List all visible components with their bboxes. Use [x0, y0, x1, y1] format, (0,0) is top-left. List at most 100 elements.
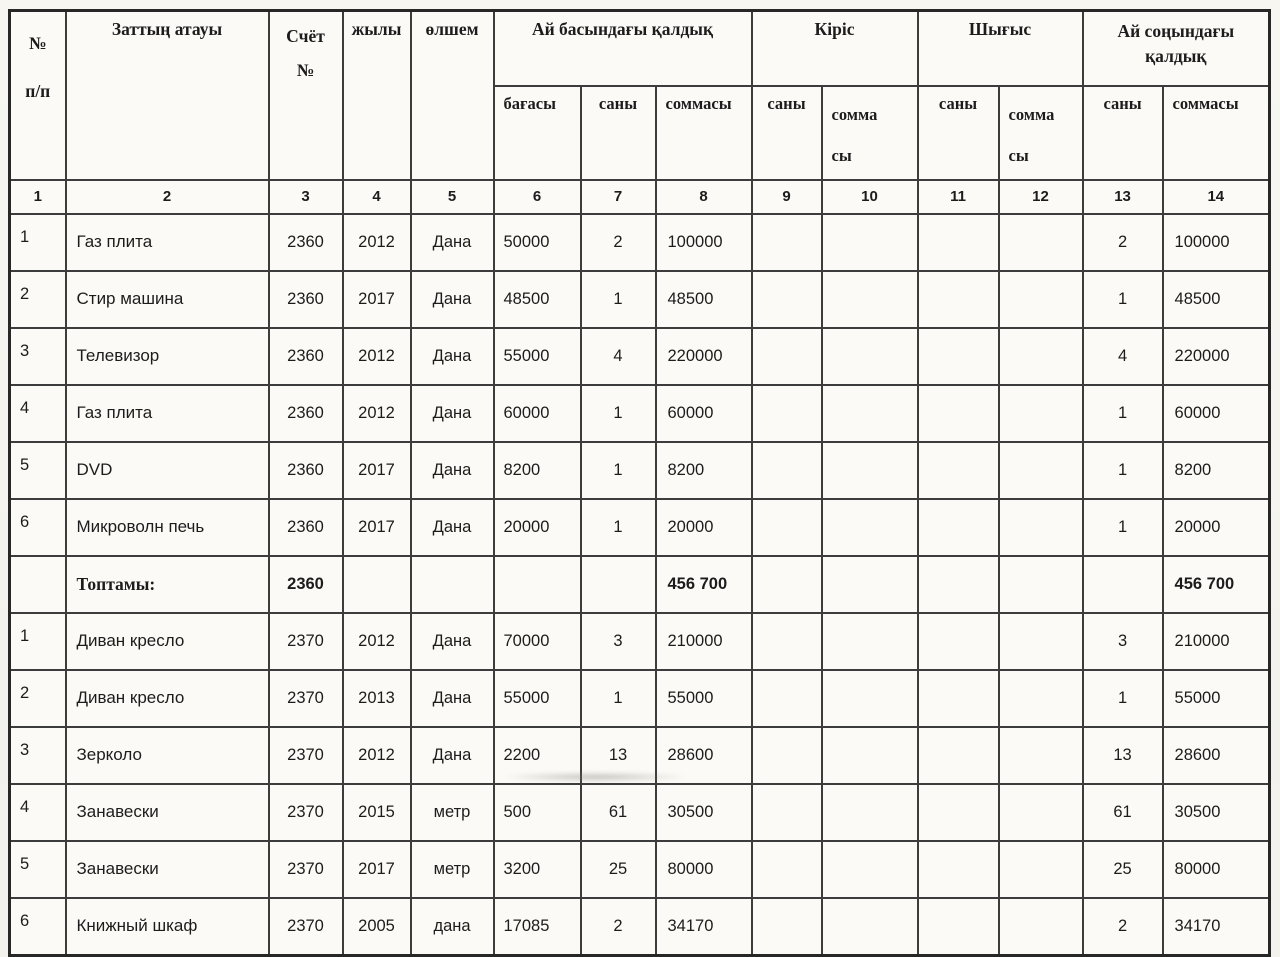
table-cell: 2360	[267, 269, 344, 329]
table-cell	[820, 440, 919, 500]
table-cell: Топтамы:	[64, 554, 270, 614]
table-cell: 100000	[654, 212, 753, 272]
column-number: 3	[267, 178, 344, 215]
table-header: № п/п Заттың атауы Счёт № жылы өлшем Ай …	[8, 9, 1271, 215]
table-cell: 2015	[341, 782, 412, 842]
table-cell: 55000	[1161, 668, 1271, 728]
table-cell: 80000	[1161, 839, 1271, 899]
table-cell	[750, 212, 823, 272]
table-cell	[750, 839, 823, 899]
table-cell: 1	[1081, 497, 1164, 557]
table-cell: 1	[1081, 269, 1164, 329]
table-row: 3 Телевизор 2360 2012 Дана 55000 4 220000 4 22000…	[8, 326, 1271, 386]
table-cell: 1	[1081, 440, 1164, 500]
subheader-qty-income: саны	[750, 85, 823, 181]
table-cell: 2017	[341, 839, 412, 899]
table-cell: 2005	[341, 896, 412, 956]
table-cell: 34170	[1161, 896, 1271, 956]
table-cell: Книжный шкаф	[64, 896, 270, 956]
table-cell: 2360	[267, 497, 344, 557]
table-cell: Дана	[409, 497, 495, 557]
table-cell: 210000	[1161, 611, 1271, 671]
table-row: 5 Занавески 2370 2017 метр 3200 25 80000 25 80000	[8, 839, 1271, 899]
table-cell	[750, 269, 823, 329]
table-cell: 2	[579, 212, 657, 272]
subheader-qty-end: саны	[1081, 85, 1164, 181]
table-cell	[750, 326, 823, 386]
table-cell	[997, 212, 1084, 272]
table-cell: Телевизор	[64, 326, 270, 386]
table-cell: 1	[8, 611, 67, 671]
table-cell: 2012	[341, 611, 412, 671]
table-cell	[916, 896, 1000, 956]
table-cell: Дана	[409, 212, 495, 272]
table-cell	[750, 668, 823, 728]
table-cell	[997, 896, 1084, 956]
table-cell	[820, 383, 919, 443]
table-cell	[750, 782, 823, 842]
table-cell: 50000	[492, 212, 582, 272]
column-number: 14	[1161, 178, 1271, 215]
table-cell: 17085	[492, 896, 582, 956]
header-begin-balance: Ай басындағы қалдық	[492, 9, 753, 87]
table-cell: 60000	[1161, 383, 1271, 443]
table-cell: 80000	[654, 839, 753, 899]
table-cell: 2360	[267, 212, 344, 272]
table-cell: 2370	[267, 839, 344, 899]
header-row-number: № п/п	[8, 9, 67, 181]
table-cell: 8200	[1161, 440, 1271, 500]
column-number: 8	[654, 178, 753, 215]
subheader-sum-begin: соммасы	[654, 85, 753, 181]
subheader-qty-expense: саны	[916, 85, 1000, 181]
header-income: Кіріс	[750, 9, 919, 87]
table-cell	[916, 668, 1000, 728]
table-cell	[997, 326, 1084, 386]
table-cell: 61	[1081, 782, 1164, 842]
table-cell	[997, 839, 1084, 899]
total-row: Топтамы: 2360 456 700 456 700	[8, 554, 1271, 614]
column-number: 1	[8, 178, 67, 215]
table-cell: 3	[8, 326, 67, 386]
table-cell: Диван кресло	[64, 668, 270, 728]
table-cell: 1	[579, 497, 657, 557]
table-cell	[820, 554, 919, 614]
table-cell: Микроволн печь	[64, 497, 270, 557]
table-cell	[820, 725, 919, 785]
table-cell	[916, 839, 1000, 899]
table-row: 3 Зерколо 2370 2012 Дана 2200 13 28600 13 28600	[8, 725, 1271, 785]
subheader-sum-income: сомма сы	[820, 85, 919, 181]
header-group-row: № п/п Заттың атауы Счёт № жылы өлшем Ай …	[8, 9, 1271, 181]
table-cell	[750, 611, 823, 671]
column-number: 2	[64, 178, 270, 215]
table-cell	[997, 269, 1084, 329]
table-cell	[341, 554, 412, 614]
table-cell: 2	[8, 668, 67, 728]
table-cell	[916, 782, 1000, 842]
table-cell: 30500	[654, 782, 753, 842]
table-cell: метр	[409, 839, 495, 899]
column-number: 6	[492, 178, 582, 215]
table-cell: 1	[579, 668, 657, 728]
table-cell: 48500	[492, 269, 582, 329]
table-cell	[820, 668, 919, 728]
table-cell: 2	[579, 896, 657, 956]
table-cell: 4	[579, 326, 657, 386]
table-cell	[750, 497, 823, 557]
table-cell: 2360	[267, 440, 344, 500]
table-cell	[820, 896, 919, 956]
table-cell: 456 700	[1161, 554, 1271, 614]
table-cell: 55000	[654, 668, 753, 728]
table-cell	[8, 554, 67, 614]
table-row: 5 DVD 2360 2017 Дана 8200 1 8200 1 8200	[8, 440, 1271, 500]
table-row: 6 Микроволн печь 2360 2017 Дана 20000 1 20000 1 2…	[8, 497, 1271, 557]
table-cell	[820, 839, 919, 899]
table-cell: 48500	[1161, 269, 1271, 329]
subheader-sum-end: соммасы	[1161, 85, 1271, 181]
table-cell: 28600	[1161, 725, 1271, 785]
table-cell: 2	[1081, 896, 1164, 956]
table-cell: 1	[8, 212, 67, 272]
table-cell	[916, 326, 1000, 386]
table-cell	[916, 611, 1000, 671]
table-cell	[820, 497, 919, 557]
table-cell: Дана	[409, 611, 495, 671]
